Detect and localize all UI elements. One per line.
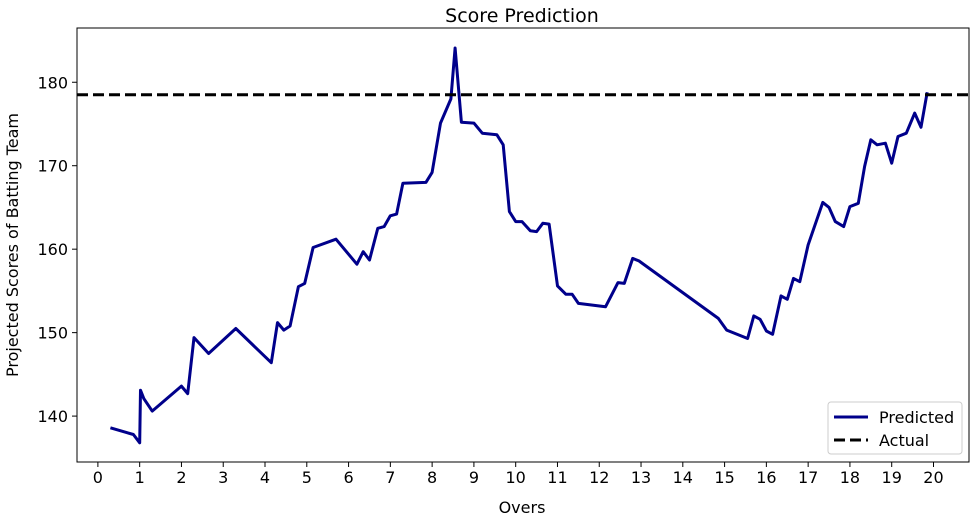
x-tick-label: 20 xyxy=(923,468,943,487)
x-tick-label: 16 xyxy=(756,468,776,487)
y-tick-label: 180 xyxy=(37,73,68,92)
series-line-predicted xyxy=(109,46,929,445)
x-tick-label: 4 xyxy=(260,468,270,487)
x-tick-label: 10 xyxy=(506,468,526,487)
y-tick-label: 160 xyxy=(37,240,68,259)
x-tick-label: 18 xyxy=(840,468,860,487)
x-tick-label: 7 xyxy=(385,468,395,487)
x-tick-label: 13 xyxy=(631,468,651,487)
x-tick-label: 12 xyxy=(589,468,609,487)
x-tick-label: 9 xyxy=(469,468,479,487)
x-tick-label: 0 xyxy=(93,468,103,487)
legend-label-predicted: Predicted xyxy=(879,408,954,427)
plot-frame xyxy=(76,27,970,463)
x-tick-label: 11 xyxy=(547,468,567,487)
x-tick-label: 3 xyxy=(218,468,228,487)
y-tick-label: 150 xyxy=(37,324,68,343)
x-tick-label: 19 xyxy=(882,468,902,487)
y-axis: 140 150 160 170 180 xyxy=(37,73,77,426)
y-tick-label: 140 xyxy=(37,407,68,426)
x-tick-label: 14 xyxy=(673,468,693,487)
legend: Predicted Actual xyxy=(827,401,963,455)
series-layer xyxy=(77,46,969,445)
x-axis: 0 1 2 3 4 5 6 7 8 9 10 11 12 13 14 15 16 17 18 19 20 xyxy=(93,462,944,487)
chart-title: Score Prediction xyxy=(445,5,599,27)
y-tick-label: 170 xyxy=(37,157,68,176)
x-axis-label: Overs xyxy=(499,498,546,517)
x-tick-label: 8 xyxy=(427,468,437,487)
y-axis-label: Projected Scores of Batting Team xyxy=(3,113,22,377)
x-tick-label: 5 xyxy=(302,468,312,487)
x-tick-label: 17 xyxy=(798,468,818,487)
legend-label-actual: Actual xyxy=(879,431,929,450)
legend-box xyxy=(827,401,963,455)
x-tick-label: 2 xyxy=(176,468,186,487)
x-tick-label: 15 xyxy=(714,468,734,487)
x-tick-label: 1 xyxy=(135,468,145,487)
x-tick-label: 6 xyxy=(343,468,353,487)
